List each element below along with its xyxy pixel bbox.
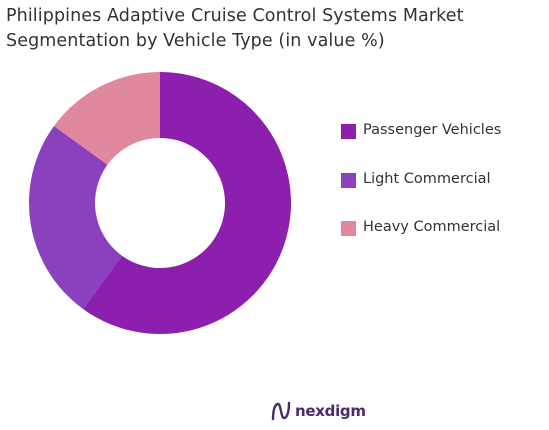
legend-item-passenger-vehicles: Passenger Vehicles — [341, 118, 541, 142]
chart-legend: Passenger Vehicles Light Commercial Heav… — [341, 118, 541, 264]
donut-slice-passenger-vehicles — [83, 72, 291, 334]
legend-swatch-light-commercial — [341, 172, 356, 188]
legend-label-light-commercial: Light Commercial — [363, 170, 491, 187]
chart-title-line-1: Philippines Adaptive Cruise Control Syst… — [6, 6, 464, 26]
donut-slice-light-commercial — [28, 126, 122, 309]
legend-swatch-passenger-vehicles — [341, 124, 356, 139]
chart-title-line-2: Segmentation by Vehicle Type (in value %… — [6, 31, 385, 51]
legend-item-light-commercial: Light Commercial — [341, 167, 541, 191]
nexdigm-logo-icon — [271, 401, 291, 421]
legend-label-heavy-commercial: Heavy Commercial — [363, 219, 501, 235]
chart-title: Philippines Adaptive Cruise Control Syst… — [6, 4, 536, 54]
brand-footer: nexdigm — [270, 398, 366, 424]
legend-label-passenger-vehicles: Passenger Vehicles — [363, 122, 502, 138]
legend-swatch-heavy-commercial — [341, 221, 356, 236]
donut-slices — [28, 72, 291, 334]
brand-name: nexdigm — [295, 402, 366, 420]
donut-slice-heavy-commercial — [54, 72, 161, 165]
legend-item-heavy-commercial: Heavy Commercial — [341, 215, 541, 239]
